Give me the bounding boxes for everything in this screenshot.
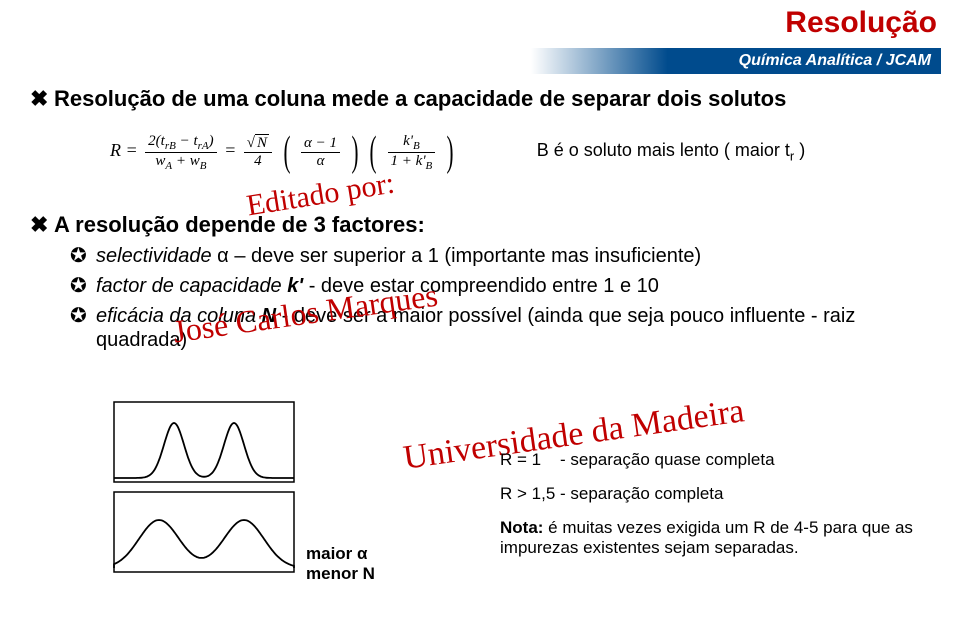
header-right-text: Química Analítica / JCAM — [739, 52, 931, 70]
bullet-2-text: A resolução depende de 3 factores: — [54, 212, 425, 238]
list-item: ✪ eficácia da coluna N - deve ser a maio… — [70, 304, 929, 352]
note-r3: Nota: é muitas vezes exigida um R de 4-5… — [500, 518, 935, 558]
bullet-1-text: Resolução de uma coluna mede a capacidad… — [54, 86, 786, 112]
formula-row: R = 2(trB − trA) wA + wB = √N 4 ( α − 1 … — [110, 128, 919, 176]
list-item: ✪ selectividade α – deve ser superior a … — [70, 244, 929, 268]
list-item-text: selectividade α – deve ser superior a 1 … — [96, 244, 701, 268]
factor-list: ✪ selectividade α – deve ser superior a … — [70, 244, 929, 358]
header-bar: Química Analítica / JCAM — [30, 48, 941, 74]
label-menor-n: menor N — [306, 564, 375, 584]
chroma-labels: maior α menor N — [306, 544, 375, 584]
chromatogram-figure — [110, 400, 300, 580]
list-item-text: eficácia da coluna N - deve ser a maior … — [96, 304, 929, 352]
bullet-icon: ✖ — [30, 212, 54, 238]
star-icon: ✪ — [70, 304, 96, 328]
resolution-formula: R = 2(trB − trA) wA + wB = √N 4 ( α − 1 … — [110, 128, 457, 176]
bullet-1: ✖ Resolução de uma coluna mede a capacid… — [30, 86, 937, 112]
star-icon: ✪ — [70, 244, 96, 268]
star-icon: ✪ — [70, 274, 96, 298]
list-item-text: factor de capacidade k' - deve estar com… — [96, 274, 659, 298]
note-r2: R > 1,5 - separação completa — [500, 484, 935, 504]
note-r1: R = 1 - separação quase completa — [500, 450, 935, 470]
slide-title: Resolução — [785, 6, 937, 40]
label-maior-alpha: maior α — [306, 544, 375, 564]
bullet-icon: ✖ — [30, 86, 54, 112]
right-notes: R = 1 - separação quase completa R > 1,5… — [500, 450, 935, 572]
list-item: ✪ factor de capacidade k' - deve estar c… — [70, 274, 929, 298]
soluto-note: B é o soluto mais lento ( maior tr ) — [537, 140, 805, 164]
bullet-2: ✖ A resolução depende de 3 factores: — [30, 212, 425, 246]
